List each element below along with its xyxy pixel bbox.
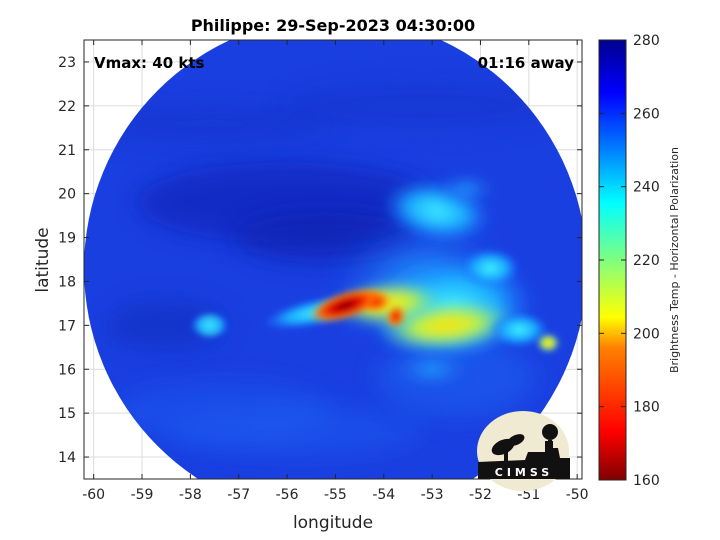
colorbar-tick-label: 260 (633, 106, 660, 122)
y-tick-label: 23 (58, 55, 76, 71)
satellite-swath (84, 40, 582, 479)
convection-cell (385, 304, 407, 329)
colorbar: 160 180 200 220 240 260 280 Brightness Temp - … (598, 33, 681, 489)
convection-cell (392, 351, 473, 388)
cloud-band (89, 101, 330, 146)
convection-cell (435, 174, 496, 205)
y-tick-label: 19 (58, 231, 76, 247)
colorbar-label: Brightness Temp - Horizontal Polarizatio… (668, 147, 681, 373)
x-tick-label: -50 (566, 487, 589, 503)
colorbar-tick-label: 200 (633, 326, 660, 342)
colorbar-tick-label: 160 (633, 473, 660, 489)
colorbar-ticks: 160 180 200 220 240 260 280 (599, 33, 660, 489)
colorbar-tick-label: 220 (633, 253, 660, 269)
cimss-logo-text: CIMSS (495, 466, 553, 479)
y-tick-label: 22 (58, 99, 76, 115)
colorbar-tick-label: 240 (633, 180, 660, 196)
cloud-band (282, 80, 563, 131)
x-tick-label: -57 (227, 487, 250, 503)
convection-cell (308, 287, 382, 324)
axes-frame (83, 39, 583, 480)
y-tick-label: 16 (58, 362, 76, 378)
vmax-annotation: Vmax: 40 kts (94, 54, 204, 72)
y-tick-label: 20 (58, 187, 76, 203)
x-axis-label: longitude (293, 513, 373, 533)
y-tick-label: 18 (58, 274, 76, 290)
x-tick-label: -52 (469, 487, 492, 503)
x-tick-label: -53 (421, 487, 444, 503)
convection-cell (536, 332, 561, 353)
x-tick-label: -51 (517, 487, 540, 503)
convection-cell (189, 311, 230, 340)
y-ticks: 14 15 16 17 18 19 20 21 22 23 (58, 55, 582, 466)
x-tick-label: -56 (276, 487, 299, 503)
y-tick-label: 15 (58, 406, 76, 422)
y-axis-label: latitude (33, 227, 53, 292)
x-tick-label: -54 (372, 487, 395, 503)
x-tick-label: -58 (179, 487, 202, 503)
chart-title: Philippe: 29-Sep-2023 04:30:00 (191, 16, 475, 35)
time-away-annotation: 01:16 away (478, 54, 575, 72)
x-ticks: -60 -59 -58 -57 -56 -55 -54 -53 -52 -51 -50 (82, 40, 589, 503)
y-tick-label: 21 (58, 143, 76, 159)
x-tick-label: -55 (324, 487, 347, 503)
convection-cell (460, 248, 521, 289)
colorbar-tick-label: 180 (633, 400, 660, 416)
x-tick-label: -59 (131, 487, 154, 503)
cloud-band (166, 405, 427, 456)
convection-cell (489, 311, 550, 348)
y-tick-label: 14 (58, 450, 76, 466)
colorbar-tick-label: 280 (633, 33, 660, 49)
cimss-logo: CIMSS (477, 411, 570, 491)
x-tick-label: -60 (82, 487, 105, 503)
cloud-band (106, 300, 227, 351)
y-tick-label: 17 (58, 318, 76, 334)
convection-features (189, 174, 561, 388)
